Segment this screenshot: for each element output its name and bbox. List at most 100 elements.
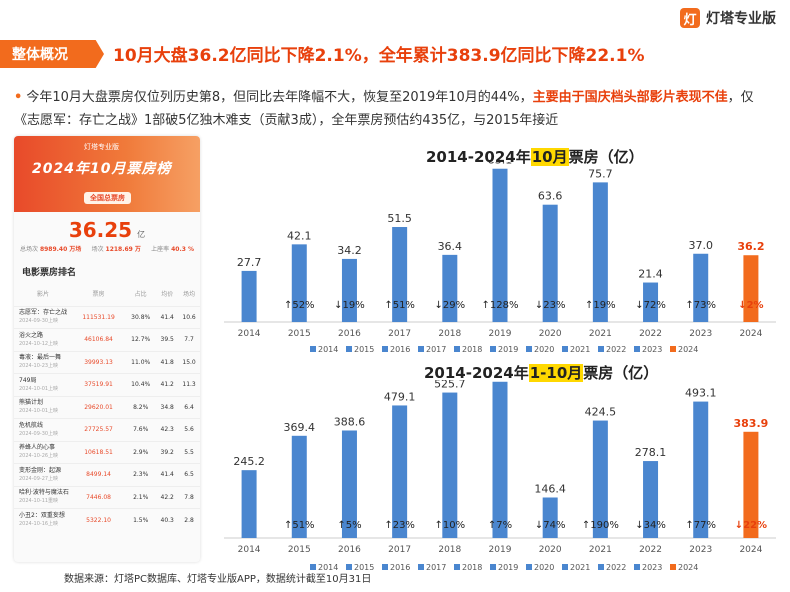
yoy-label: ↓34% bbox=[635, 520, 666, 531]
legend-swatch bbox=[562, 564, 568, 570]
yoy-label: ↑7% bbox=[488, 520, 512, 531]
section-tag: 整体概况 bbox=[0, 40, 104, 68]
table-row[interactable]: 志愿军：存亡之战 2024-09-30上映 111531.19 30.8% 41.4 10… bbox=[14, 305, 200, 329]
yoy-label: ↓29% bbox=[435, 300, 466, 311]
bar-2015 bbox=[291, 435, 307, 538]
legend-swatch bbox=[346, 346, 352, 352]
table-cell: 2.8 bbox=[178, 508, 200, 531]
legend-swatch bbox=[346, 564, 352, 570]
tick-label: 2015 bbox=[288, 545, 311, 555]
col-header: 影片 bbox=[36, 291, 49, 299]
legend-swatch bbox=[310, 564, 316, 570]
legend-swatch bbox=[526, 564, 532, 570]
chart1-october-box-office: 27.7 2014 42.1 ↑52% 2015 34.2 ↓19% 2016 51.5 ↑51%… bbox=[224, 162, 776, 354]
value-label: 36.4 bbox=[438, 240, 463, 253]
legend-label: 2017 bbox=[426, 563, 446, 572]
film-name: 养蜂人的心事 bbox=[19, 444, 56, 452]
table-cell: 7.7 bbox=[178, 328, 200, 351]
film-date: 2024-09-30上映 bbox=[19, 318, 59, 325]
table-cell: 11.0% bbox=[125, 350, 157, 374]
legend-swatch bbox=[670, 346, 676, 352]
legend-swatch bbox=[634, 564, 640, 570]
legend-label: 2022 bbox=[606, 563, 626, 572]
table-cell: 41.8 bbox=[156, 350, 179, 374]
total-box-office: 36.25 亿 bbox=[14, 212, 200, 244]
brand-name: 灯塔专业版 bbox=[706, 11, 776, 27]
bar-2023 bbox=[693, 401, 709, 538]
film-cell: 危机航线 2024-09-30上映 bbox=[14, 418, 72, 441]
table-row[interactable]: 养蜂人的心事 2024-10-26上映 10618.51 2.9% 39.2 5.5 bbox=[14, 440, 200, 464]
total-unit: 亿 bbox=[137, 230, 146, 239]
table-cell: 37519.91 bbox=[72, 373, 126, 396]
tick-label: 2018 bbox=[438, 545, 461, 555]
film-date: 2024-10-12上映 bbox=[19, 340, 59, 347]
legend-label: 2024 bbox=[678, 563, 698, 572]
tick-label: 2024 bbox=[739, 545, 762, 555]
table-cell: 5.6 bbox=[178, 418, 200, 441]
value-label: 245.2 bbox=[233, 455, 265, 468]
bar-2016 bbox=[341, 258, 357, 322]
legend-swatch bbox=[526, 346, 532, 352]
table-row[interactable]: 变形金刚：起源 2024-09-27上映 8499.14 2.3% 41.4 6.5 bbox=[14, 463, 200, 486]
film-name: 浴火之路 bbox=[19, 331, 44, 339]
value-label: 388.6 bbox=[334, 415, 366, 428]
value-label: 278.1 bbox=[635, 446, 667, 459]
bar-2019 bbox=[492, 168, 508, 322]
legend-swatch bbox=[562, 346, 568, 352]
page-headline: 10月大盘36.2亿同比下降2.1%，全年累计383.9亿同比下降22.1% bbox=[113, 46, 645, 66]
film-cell: 小丑2：双重妄想 2024-10-16上映 bbox=[14, 508, 72, 531]
table-cell: 10.6 bbox=[178, 305, 200, 329]
table-row[interactable]: 小丑2：双重妄想 2024-10-16上映 5322.10 1.5% 40.3 2.8 bbox=[14, 508, 200, 531]
film-cell: 志愿军：存亡之战 2024-09-30上映 bbox=[14, 305, 72, 329]
table-row[interactable]: 749局 2024-10-01上映 37519.91 10.4% 41.2 11.3 bbox=[14, 373, 200, 396]
tick-label: 2014 bbox=[238, 545, 261, 555]
table-cell: 1.5% bbox=[125, 508, 157, 531]
value-label: 479.1 bbox=[384, 390, 416, 403]
film-date: 2024-10-16上映 bbox=[19, 521, 59, 527]
panel-stats: 总场次 8989.40 万场 场次 1218.69 万 上座率 40.3 % bbox=[14, 244, 200, 259]
yoy-label: ↑77% bbox=[685, 520, 716, 531]
bar-2014 bbox=[241, 270, 257, 322]
value-label: 34.2 bbox=[337, 244, 362, 257]
table-row[interactable]: 毒液：最后一舞 2024-10-23上映 39993.13 11.0% 41.8 15.0 bbox=[14, 350, 200, 374]
legend-swatch bbox=[670, 564, 676, 570]
legend-swatch bbox=[310, 346, 316, 352]
film-date: 2024-10-01上映 bbox=[19, 385, 59, 392]
chart2-title: 2014-2024年1-10月票房（亿） bbox=[424, 364, 659, 382]
table-row[interactable]: 熊猫计划 2024-10-01上映 29620.01 8.2% 34.8 6.4 bbox=[14, 395, 200, 419]
bar-2015 bbox=[291, 244, 307, 322]
table-row[interactable]: 哈利·波特与魔法石 2024-10-11重映 7446.08 2.1% 42.2 7.8 bbox=[14, 485, 200, 509]
film-name: 志愿军：存亡之战 bbox=[19, 309, 68, 317]
tick-label: 2021 bbox=[589, 545, 612, 555]
tick-label: 2016 bbox=[338, 329, 361, 339]
bar-2020 bbox=[542, 204, 558, 322]
table-cell: 41.4 bbox=[156, 305, 179, 329]
yoy-label: ↑5% bbox=[337, 520, 361, 531]
legend-swatch bbox=[598, 346, 604, 352]
value-label: 27.7 bbox=[237, 256, 262, 269]
table-cell: 46106.84 bbox=[72, 328, 126, 351]
stat-item: 总场次 8989.40 万场 bbox=[20, 246, 82, 253]
table-cell: 27725.57 bbox=[72, 418, 126, 441]
table-cell: 41.4 bbox=[156, 463, 179, 486]
table-row[interactable]: 危机航线 2024-09-30上映 27725.57 7.6% 42.3 5.6 bbox=[14, 418, 200, 441]
table-row[interactable]: 浴火之路 2024-10-12上映 46106.84 12.7% 39.5 7.7 bbox=[14, 328, 200, 351]
table-cell: 6.4 bbox=[178, 395, 200, 419]
legend-label: 2023 bbox=[642, 345, 662, 354]
table-cell: 11.3 bbox=[178, 373, 200, 396]
table-cell: 5.5 bbox=[178, 440, 200, 464]
legend-label: 2016 bbox=[390, 345, 410, 354]
yoy-label: ↓2% bbox=[738, 300, 763, 311]
table-cell: 10.4% bbox=[125, 373, 157, 396]
table-cell: 39.2 bbox=[156, 440, 179, 464]
yoy-label: ↓22% bbox=[735, 520, 767, 531]
bullet-highlight: 主要由于国庆档头部影片表现不佳 bbox=[532, 90, 728, 105]
film-cell: 养蜂人的心事 2024-10-26上映 bbox=[14, 440, 72, 464]
legend-label: 2022 bbox=[606, 345, 626, 354]
data-source-note: 数据来源：灯塔PC数据库、灯塔专业版APP，数据统计截至10月31日 bbox=[64, 574, 372, 585]
tick-label: 2018 bbox=[438, 329, 461, 339]
tick-label: 2020 bbox=[539, 545, 562, 555]
yoy-label: ↑190% bbox=[582, 520, 619, 531]
legend-label: 2021 bbox=[570, 345, 590, 354]
legend-swatch bbox=[634, 346, 640, 352]
